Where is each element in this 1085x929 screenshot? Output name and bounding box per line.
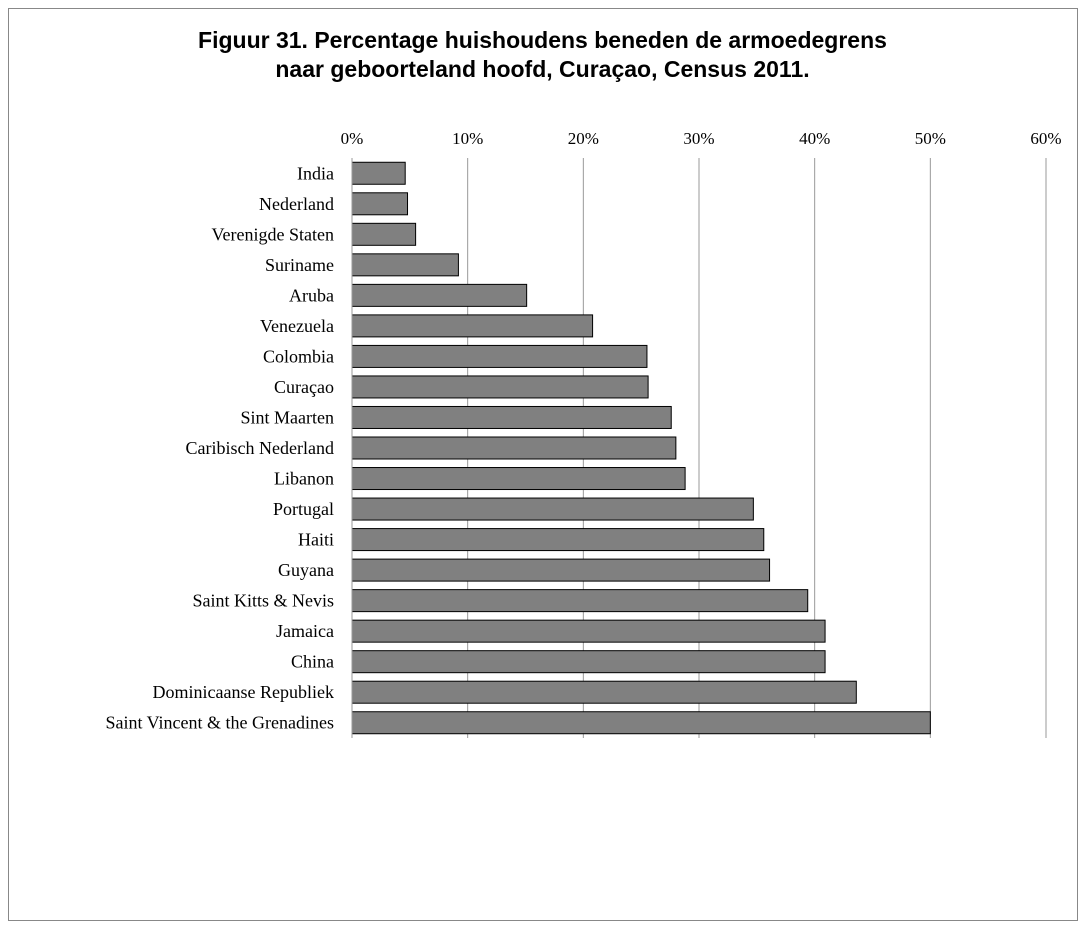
bar	[351, 558, 771, 582]
bar	[351, 314, 594, 338]
bar	[351, 192, 409, 216]
category-label: Venezuela	[260, 316, 334, 336]
bar	[351, 589, 809, 613]
x-tick-label: 60%	[1030, 129, 1061, 148]
category-label: Curaçao	[274, 377, 334, 397]
category-label: Nederland	[259, 194, 334, 214]
chart-title: Figuur 31. Percentage huishoudens benede…	[198, 27, 887, 53]
x-tick-label: 40%	[799, 129, 830, 148]
chart-title-block: Figuur 31. Percentage huishoudens benede…	[0, 26, 1085, 84]
bar	[351, 528, 765, 552]
category-label: Colombia	[263, 346, 334, 366]
category-label: Dominicaanse Republiek	[153, 682, 334, 702]
category-label: China	[291, 652, 334, 672]
bar	[351, 283, 528, 307]
bar	[351, 619, 826, 643]
bar	[351, 680, 857, 704]
x-tick-label: 10%	[452, 129, 483, 148]
category-label: Caribisch Nederland	[186, 438, 334, 458]
bar	[351, 405, 672, 429]
bar	[351, 436, 677, 460]
bar	[351, 222, 417, 246]
bar	[351, 375, 649, 399]
bar	[351, 344, 648, 368]
bar	[351, 650, 826, 674]
category-label: Sint Maarten	[241, 407, 334, 427]
chart-subtitle: naar geboorteland hoofd, Curaçao, Census…	[275, 56, 810, 82]
category-label: Saint Vincent & the Grenadines	[105, 713, 334, 733]
category-label: Saint Kitts & Nevis	[192, 591, 334, 611]
bar	[351, 497, 754, 521]
category-label: Aruba	[289, 285, 334, 305]
category-label: Guyana	[278, 560, 334, 580]
chart-frame	[8, 8, 1078, 921]
category-label: Haiti	[298, 530, 334, 550]
x-tick-label: 30%	[683, 129, 714, 148]
category-label: India	[297, 163, 334, 183]
bar	[351, 711, 931, 735]
x-tick-label: 50%	[915, 129, 946, 148]
category-label: Suriname	[265, 255, 334, 275]
category-label: Libanon	[274, 469, 334, 489]
x-tick-label: 0%	[341, 129, 364, 148]
bar	[351, 161, 406, 185]
bar	[351, 253, 459, 277]
category-label: Jamaica	[276, 621, 334, 641]
bar	[351, 467, 686, 491]
category-label: Portugal	[273, 499, 334, 519]
category-label: Verenigde Staten	[212, 224, 334, 244]
x-tick-label: 20%	[568, 129, 599, 148]
